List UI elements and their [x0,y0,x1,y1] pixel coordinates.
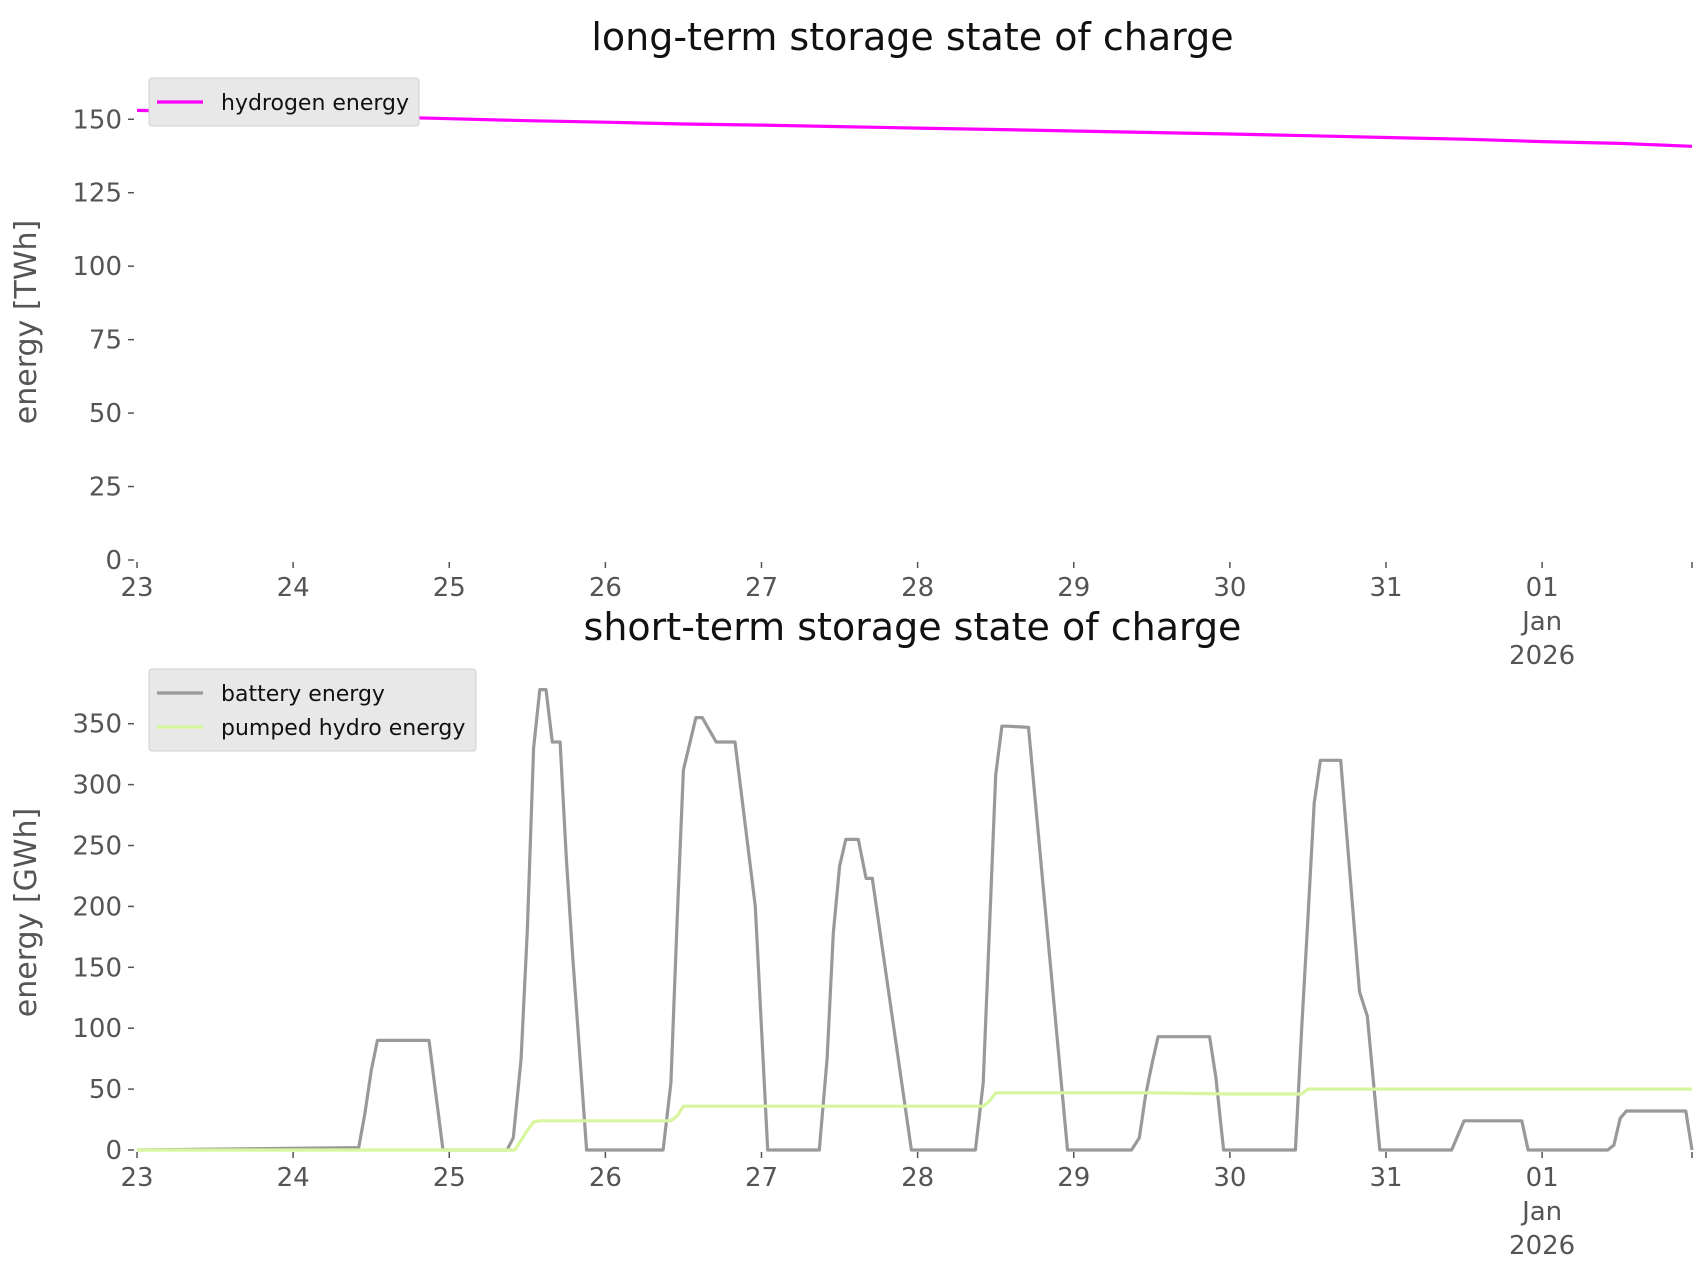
x-tick-label: 26 [589,573,622,603]
x-tick-label-line: 24 [277,1163,310,1193]
x-tick-label-line: 23 [120,573,153,603]
x-tick-label-line: 30 [1213,1163,1246,1193]
y-axis-label: energy [TWh] [9,220,44,424]
x-tick-label: 31 [1369,573,1402,603]
y-tick-label: 0 [105,1136,122,1166]
x-tick-label: 28 [901,1163,934,1193]
x-tick-label-line: 2026 [1509,1231,1575,1261]
y-tick-label: 125 [72,179,122,209]
legend-label: battery energy [221,682,385,707]
chart-title: short-term storage state of charge [584,605,1242,649]
x-tick-label: 27 [745,1163,778,1193]
x-tick-label-line: 31 [1369,573,1402,603]
x-tick-label-line: 24 [277,573,310,603]
legend-label: hydrogen energy [221,91,409,116]
y-tick-label: 200 [72,892,122,922]
x-tick-label-line: 25 [433,573,466,603]
x-tick-label-line: 31 [1369,1163,1402,1193]
x-tick-label: 25 [433,1163,466,1193]
y-tick-label: 25 [89,473,122,503]
x-tick-label: 27 [745,573,778,603]
y-axis-label: energy [GWh] [9,808,44,1017]
y-tick-label: 50 [89,399,122,429]
x-tick-label-line: 29 [1057,573,1090,603]
y-tick-label: 100 [72,1014,122,1044]
x-tick-label: 30 [1213,573,1246,603]
x-tick-label: 29 [1057,573,1090,603]
x-tick-label-line: 27 [745,1163,778,1193]
x-tick-label: 01 Jan 2026 [1509,1163,1575,1261]
x-tick-label-line: 26 [589,573,622,603]
y-tick-label: 350 [72,710,122,740]
y-tick-label: 150 [72,953,122,983]
x-tick-label: 24 [277,573,310,603]
x-tick-label-line: 28 [901,573,934,603]
y-tick-label: 300 [72,771,122,801]
x-tick-label-line: 23 [120,1163,153,1193]
x-tick-label: 01 Jan 2026 [1509,573,1575,671]
x-tick-label: 23 [120,573,153,603]
legend-box [148,668,477,752]
y-tick-label: 0 [105,546,122,576]
x-tick-label-line: 26 [589,1163,622,1193]
x-tick-label-line: 28 [901,1163,934,1193]
chart-panel-0: long-term storage state of charge energy … [9,15,1693,671]
x-tick-label: 24 [277,1163,310,1193]
series-line-pumped-hydro-energy [137,1087,1692,1152]
x-tick-label-line: Jan [1520,1197,1562,1227]
x-tick-label-line: 25 [433,1163,466,1193]
chart-title: long-term storage state of charge [591,15,1233,59]
x-tick-label-line: 27 [745,573,778,603]
x-tick-label-line: 2026 [1509,641,1575,671]
x-tick-label: 28 [901,573,934,603]
x-tick-label: 31 [1369,1163,1402,1193]
chart-panel-1: short-term storage state of charge energy… [9,605,1694,1261]
x-tick-label-line: 01 [1526,573,1559,603]
x-tick-label: 30 [1213,1163,1246,1193]
y-tick-label: 100 [72,252,122,282]
x-tick-label-line: Jan [1520,607,1562,637]
y-tick-label: 150 [72,105,122,135]
y-tick-label: 250 [72,832,122,862]
legend-label: pumped hydro energy [221,716,465,741]
x-tick-label-line: 01 [1526,1163,1559,1193]
x-tick-label: 23 [120,1163,153,1193]
legend-box [148,77,420,127]
x-tick-label-line: 30 [1213,573,1246,603]
x-tick-label: 29 [1057,1163,1090,1193]
series-line-battery-energy [136,687,1694,1152]
y-tick-label: 50 [89,1075,122,1105]
x-tick-label-line: 29 [1057,1163,1090,1193]
x-tick-label: 26 [589,1163,622,1193]
y-tick-label: 75 [89,326,122,356]
x-tick-label: 25 [433,573,466,603]
